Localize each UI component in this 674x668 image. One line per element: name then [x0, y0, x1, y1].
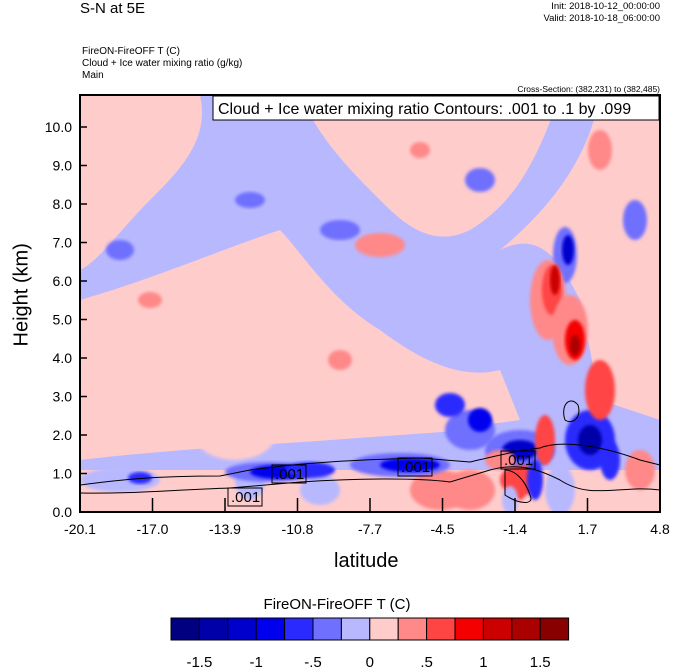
temperature-anomaly-blob [435, 393, 465, 417]
colorbar-swatch [482, 617, 513, 641]
contour-line [80, 466, 660, 494]
x-tick-label: 1.7 [578, 521, 598, 537]
temperature-anomaly-blob [128, 472, 152, 484]
init-time: Init: 2018-10-12_00:00:00 [551, 1, 660, 12]
temperature-anomaly-blob [485, 450, 515, 470]
temperature-anomaly-blob [468, 408, 492, 432]
contour-label: .001 [504, 452, 533, 469]
temperature-anomaly-blob [320, 220, 360, 240]
temperature-anomaly-blob [625, 450, 655, 490]
temperature-anomaly-blob [550, 265, 560, 295]
colorbar-label: 1.5 [530, 654, 551, 668]
y-tick-label: 6.0 [53, 273, 73, 289]
contour-info-text: Cloud + Ice water mixing ratio Contours:… [218, 101, 631, 118]
positive-region [80, 95, 202, 270]
colorbar-label: .5 [420, 654, 433, 668]
positive-region [330, 353, 470, 440]
y-tick-label: 0.0 [53, 504, 73, 520]
colorbar-swatch [198, 617, 229, 641]
colorbar-label: -1.5 [186, 654, 212, 668]
temperature-anomaly-blob [195, 410, 275, 460]
y-tick-label: 7.0 [53, 235, 73, 251]
positive-region [300, 95, 560, 237]
valid-time: Valid: 2018-10-18_06:00:00 [543, 13, 660, 24]
temperature-anomaly-blob [465, 168, 495, 192]
contour-line [563, 400, 580, 423]
temperature-anomaly-blob [300, 475, 340, 505]
y-tick-label: 10.0 [45, 119, 72, 135]
x-tick-label: -17.0 [137, 521, 169, 537]
colorbar-swatch [255, 617, 286, 641]
colorbar-swatch [397, 617, 428, 641]
x-tick-label: -20.1 [64, 521, 96, 537]
colorbar-swatch [511, 617, 541, 641]
x-tick-label: 4.8 [650, 521, 670, 537]
colorbar-swatch [539, 617, 570, 641]
colorbar-swatch [170, 617, 200, 641]
cross-section-label: Cross-Section: (382,231) to (382,485) [517, 84, 660, 94]
contour-line [504, 469, 532, 503]
y-tick-label: 5.0 [53, 312, 73, 328]
contour-label: .001 [231, 489, 260, 506]
temperature-anomaly-blob [355, 233, 405, 257]
contour-label-box [227, 487, 263, 507]
temperature-anomaly-blob [585, 360, 615, 420]
field: .001 .001 .001 .001 [80, 95, 660, 512]
temperature-anomaly-blob [535, 415, 555, 465]
temperature-anomaly-blob [588, 130, 612, 170]
contour-label-box [271, 464, 307, 484]
x-tick-label: -13.9 [209, 521, 241, 537]
y-axis-label: Height (km) [10, 243, 33, 347]
y-tick-label: 9.0 [53, 158, 73, 174]
x-tick-label: -1.4 [503, 521, 527, 537]
temperature-anomaly-blob [106, 240, 134, 260]
y-tick-label: 2.0 [53, 427, 73, 443]
colorbar-swatch [227, 617, 257, 641]
subtitle-field: FireON-FireOFF T (C) [82, 46, 180, 57]
subtitle-contour: Cloud + Ice water mixing ratio (g/kg) [82, 58, 243, 69]
colorbar-swatch [312, 617, 342, 641]
y-tick-label: 4.0 [53, 350, 73, 366]
colorbar-swatch [284, 617, 314, 641]
temperature-anomaly-blob [502, 486, 518, 512]
temperature-anomaly-blob [545, 465, 575, 512]
y-tick-label: 3.0 [53, 389, 73, 405]
plot-title: S-N at 5E [80, 0, 146, 17]
temperature-anomaly-blob [410, 142, 430, 158]
temperature-anomaly-blob [235, 192, 265, 208]
positive-region [500, 95, 660, 420]
temperature-anomaly-blob [600, 440, 620, 480]
temperature-anomaly-blob [285, 462, 335, 478]
colorbar-swatch [340, 617, 371, 641]
x-axis-label: latitude [334, 550, 399, 572]
y-tick-label: 8.0 [53, 196, 73, 212]
x-tick-label: -4.5 [430, 521, 454, 537]
contour-label: .001 [275, 466, 304, 483]
colorbar-swatch [369, 617, 399, 641]
colorbar-label: -.5 [304, 654, 322, 668]
temperature-anomaly-blob [527, 460, 543, 500]
colorbar-swatch [454, 617, 484, 641]
contour-label-box [500, 450, 536, 470]
colorbar-label: -1 [250, 654, 263, 668]
temperature-anomaly-blob [562, 235, 574, 265]
temperature-anomaly-blob [623, 200, 647, 240]
x-tick-label: -7.7 [358, 521, 382, 537]
temperature-anomaly-blob [578, 425, 602, 455]
colorbar-label: 0 [366, 654, 374, 668]
contour-label-box [397, 457, 433, 477]
colorbar-swatch [426, 617, 456, 641]
temperature-anomaly-blob [328, 350, 352, 370]
temperature-anomaly-blob [138, 292, 162, 308]
subtitle-domain: Main [82, 70, 104, 81]
temperature-anomaly-blob [380, 458, 440, 472]
colorbar-label: 1 [479, 654, 487, 668]
contour-info-box [212, 95, 660, 121]
contour-label: .001 [401, 459, 430, 476]
colorbar-title: FireON-FireOFF T (C) [263, 596, 411, 613]
x-tick-label: -10.8 [282, 521, 314, 537]
temperature-anomaly-blob [570, 335, 580, 355]
y-tick-label: 1.0 [53, 466, 73, 482]
